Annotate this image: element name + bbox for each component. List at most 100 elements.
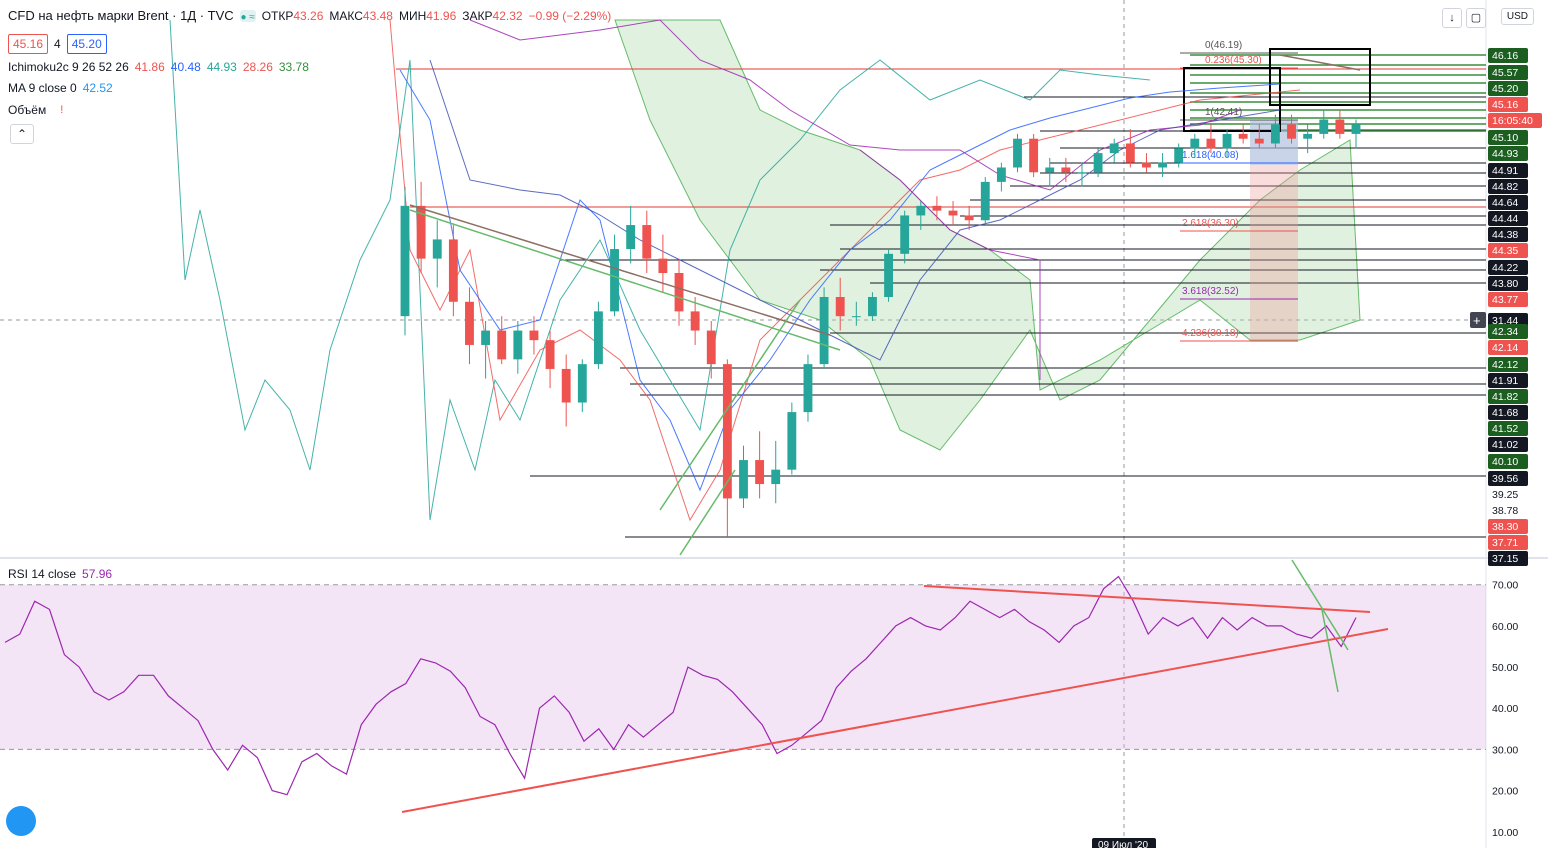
candle-body bbox=[432, 239, 442, 259]
rsi-tick: 20.00 bbox=[1492, 786, 1518, 798]
price-label: 38.30 bbox=[1492, 521, 1518, 533]
price-badge bbox=[1488, 146, 1528, 161]
price-label: 39.56 bbox=[1492, 473, 1518, 485]
candle-body bbox=[577, 364, 587, 403]
candle-body bbox=[1319, 119, 1329, 134]
price-label: 43.77 bbox=[1492, 294, 1518, 306]
date-badge bbox=[1092, 838, 1156, 848]
price-badge bbox=[1488, 211, 1528, 226]
price-badge bbox=[1488, 48, 1528, 63]
fib-label: 4.236(30.18) bbox=[1182, 328, 1239, 339]
candle-body bbox=[465, 301, 474, 345]
candle-body bbox=[1287, 124, 1296, 139]
price-label: 40.10 bbox=[1492, 456, 1518, 468]
candle-body bbox=[1303, 133, 1313, 139]
rsi-trendline bbox=[1291, 559, 1349, 651]
symbol-title[interactable]: CFD на нефть марки Brent · 1Д · TVC bbox=[8, 8, 234, 23]
candle-body bbox=[1045, 167, 1055, 173]
price-label: 41.91 bbox=[1492, 375, 1518, 387]
candle-body bbox=[610, 249, 619, 312]
warning-icon[interactable]: ! bbox=[60, 104, 64, 116]
rsi-trendline bbox=[923, 585, 1371, 613]
collapse-legend-button[interactable]: ⌃ bbox=[10, 124, 34, 144]
ask-button[interactable]: 45.20 bbox=[66, 34, 107, 54]
price-badge bbox=[1488, 454, 1528, 469]
price-label: 41.82 bbox=[1492, 391, 1518, 403]
ichimoku-v3: 44.93 bbox=[206, 60, 237, 74]
fib-label: 1.618(40.08) bbox=[1182, 150, 1239, 161]
ohlc-open-label: ОТКР bbox=[261, 9, 294, 23]
trend-line bbox=[409, 204, 831, 336]
ohlc-low-value: 41.96 bbox=[426, 9, 457, 23]
candle-body bbox=[1351, 124, 1361, 134]
candle-body bbox=[481, 330, 491, 345]
volume-legend[interactable]: Объём ! bbox=[8, 102, 63, 118]
price-badge bbox=[1488, 535, 1528, 550]
price-badge bbox=[1488, 357, 1528, 372]
scroll-down-button[interactable]: ↓ bbox=[1442, 8, 1462, 28]
candle-body bbox=[1270, 124, 1280, 144]
candle-body bbox=[900, 215, 910, 254]
indicator-line bbox=[429, 59, 1281, 361]
bid-ask-row: 45.16 4 45.20 bbox=[8, 34, 107, 54]
candle-body bbox=[497, 330, 507, 360]
countdown-badge bbox=[1488, 113, 1542, 128]
ichimoku-legend[interactable]: Ichimoku2c 9 26 52 26 41.86 40.48 44.93 … bbox=[8, 59, 309, 75]
rsi-value: 57.96 bbox=[82, 567, 113, 581]
rsi-tick: 40.00 bbox=[1492, 703, 1518, 715]
rsi-tick: 70.00 bbox=[1492, 580, 1518, 592]
candle-body bbox=[1077, 172, 1087, 174]
ma-legend[interactable]: MA 9 close 0 42.52 bbox=[8, 80, 113, 96]
crosshair-add-button bbox=[1470, 312, 1486, 328]
candle-body bbox=[561, 368, 571, 403]
price-label: 42.14 bbox=[1492, 342, 1518, 354]
price-badge bbox=[1488, 324, 1528, 339]
visibility-icon[interactable]: ● ≈ bbox=[239, 10, 256, 23]
candle-body bbox=[722, 364, 732, 499]
fib-label: 0(46.19) bbox=[1205, 40, 1242, 51]
rsi-tick: 30.00 bbox=[1492, 744, 1518, 756]
rsi-axis: 70.00 60.00 50.00 40.00 30.00 20.00 10.00 bbox=[1492, 580, 1518, 839]
price-badge bbox=[1488, 97, 1528, 112]
candle-body bbox=[674, 273, 684, 312]
price-badge bbox=[1488, 437, 1528, 452]
price-axis: 46.16 45.57 45.20 45.16 45.10 44.93 44.91 44.82… bbox=[1470, 48, 1542, 566]
price-badge bbox=[1488, 405, 1528, 420]
spread-value: 4 bbox=[54, 37, 61, 51]
candle-body bbox=[1125, 143, 1135, 163]
currency-button[interactable]: USD bbox=[1500, 8, 1534, 25]
price-label: 41.52 bbox=[1492, 423, 1518, 435]
price-badge bbox=[1488, 276, 1528, 291]
ichimoku-v2: 40.48 bbox=[170, 60, 201, 74]
candle-body bbox=[980, 181, 990, 221]
candle-body bbox=[545, 340, 555, 369]
ohlc-low-label: МИН bbox=[398, 9, 427, 23]
price-label: 42.12 bbox=[1492, 359, 1518, 371]
candle-body bbox=[835, 296, 845, 317]
candle-body bbox=[851, 316, 861, 318]
trend-line bbox=[409, 209, 841, 351]
trend-line bbox=[659, 299, 801, 511]
candle-body bbox=[706, 330, 716, 365]
candle-body bbox=[529, 330, 539, 341]
price-label: 44.91 bbox=[1492, 165, 1518, 177]
maximize-button[interactable]: ▢ bbox=[1466, 8, 1486, 28]
trend-annotations bbox=[409, 54, 1361, 556]
rsi-tick: 60.00 bbox=[1492, 621, 1518, 633]
date-label: 09 Июл '20 bbox=[1098, 840, 1148, 848]
fib-label: 2.618(36.30) bbox=[1182, 218, 1239, 229]
rsi-legend[interactable]: RSI 14 close 57.96 bbox=[8, 566, 112, 582]
tradingview-logo[interactable] bbox=[6, 806, 36, 836]
candle-body bbox=[868, 296, 877, 317]
candle-body bbox=[771, 469, 781, 485]
bid-button[interactable]: 45.16 bbox=[8, 34, 49, 54]
candle-body bbox=[787, 412, 797, 470]
candle-body bbox=[448, 239, 458, 302]
candle-body bbox=[626, 225, 636, 250]
rsi-label: RSI 14 close bbox=[8, 567, 77, 581]
price-label: 37.71 bbox=[1492, 537, 1518, 549]
ma-value: 42.52 bbox=[82, 81, 113, 95]
price-label: 37.15 bbox=[1492, 553, 1518, 565]
ichimoku-v1: 41.86 bbox=[134, 60, 165, 74]
